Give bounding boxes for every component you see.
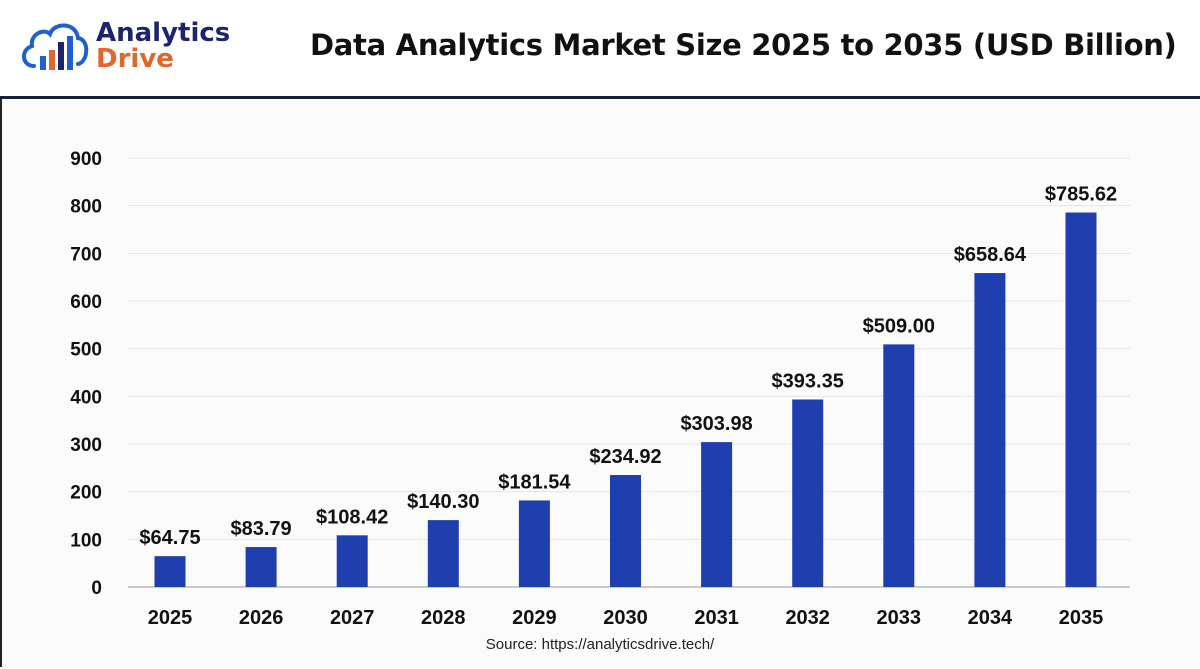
data-label: $303.98: [680, 413, 752, 435]
data-label: $108.42: [316, 506, 388, 528]
y-tick-label: 100: [70, 530, 102, 551]
x-tick-label: 2032: [785, 607, 830, 629]
x-tick-label: 2027: [330, 607, 375, 629]
data-label: $509.00: [863, 315, 935, 337]
y-tick-label: 500: [70, 340, 102, 361]
x-tick-label: 2033: [877, 607, 922, 629]
y-tick-label: 300: [70, 435, 102, 456]
logo-line2: Drive: [96, 44, 174, 74]
bar-2025: [154, 556, 186, 587]
bar-2031: [701, 442, 733, 587]
y-tick-label: 800: [70, 197, 102, 218]
data-label: $140.30: [407, 491, 479, 513]
y-tick-label: 400: [70, 387, 102, 408]
y-tick-label: 700: [70, 244, 102, 265]
data-label: $393.35: [772, 371, 844, 393]
data-label: $658.64: [954, 244, 1027, 266]
x-tick-label: 2030: [603, 607, 648, 629]
data-label: $181.54: [498, 471, 571, 493]
chart-title: Data Analytics Market Size 2025 to 2035 …: [310, 28, 1177, 62]
bar-2028: [427, 520, 459, 587]
bar-2027: [336, 535, 368, 587]
bar-2033: [883, 344, 915, 587]
y-tick-label: 900: [70, 149, 102, 170]
x-tick-label: 2031: [694, 607, 739, 629]
x-tick-label: 2028: [421, 607, 466, 629]
bar-2030: [610, 475, 641, 587]
x-tick-label: 2035: [1059, 607, 1104, 629]
data-label: $234.92: [589, 446, 661, 468]
data-label: $64.75: [139, 527, 200, 549]
x-tick-label: 2025: [148, 607, 193, 629]
y-tick-label: 600: [70, 292, 102, 313]
cloud-chart-icon: [22, 23, 89, 70]
x-tick-label: 2029: [512, 607, 557, 629]
logo-line1: Analytics: [96, 18, 231, 48]
bar-2035: [1065, 212, 1097, 588]
y-tick-label: 0: [91, 578, 102, 599]
source-note: Source: https://analyticsdrive.tech/: [485, 636, 715, 653]
x-tick-label: 2026: [239, 607, 284, 629]
y-tick-label: 200: [70, 483, 102, 504]
bar-2034: [974, 273, 1006, 587]
header: Analytics Drive Data Analytics Market Si…: [0, 0, 1200, 99]
logo: Analytics Drive: [20, 18, 230, 74]
bar-2029: [518, 500, 550, 587]
bar-2032: [792, 399, 824, 587]
bar-2026: [245, 547, 277, 587]
data-label: $83.79: [231, 518, 292, 540]
x-tick-label: 2034: [968, 607, 1013, 629]
data-label: $785.62: [1045, 184, 1117, 206]
